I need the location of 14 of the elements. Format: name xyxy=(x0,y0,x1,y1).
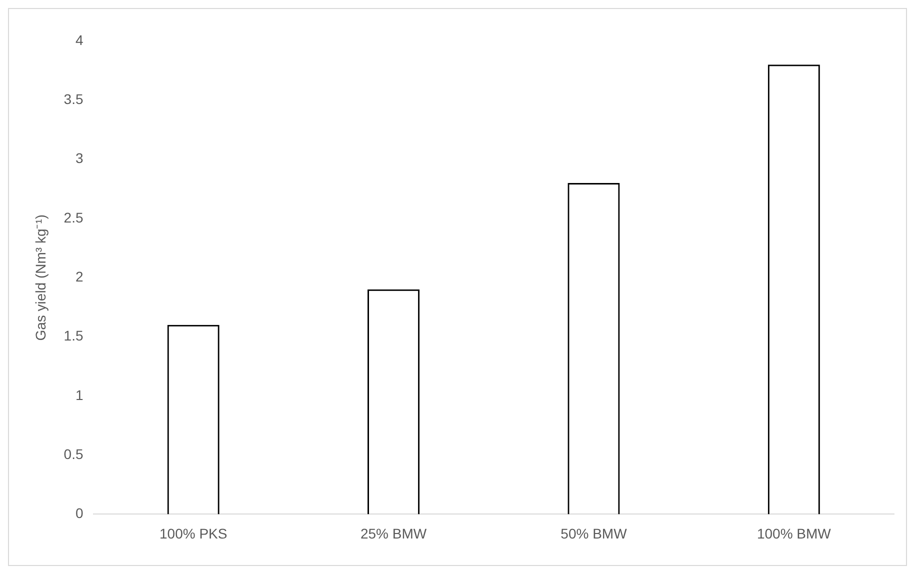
y-axis-title: Gas yield (Nm³ kg⁻¹) xyxy=(32,214,48,341)
y-tick-label: 2.5 xyxy=(64,209,84,226)
y-tick-label: 2 xyxy=(75,268,84,284)
y-tick-label: 3 xyxy=(75,150,84,166)
y-tick-label: 3.5 xyxy=(64,91,84,108)
y-tick-label: 0 xyxy=(75,505,84,522)
y-tick-label: 1.5 xyxy=(64,328,84,344)
y-tick-label: 1 xyxy=(75,386,84,403)
y-tick-label: 0.5 xyxy=(64,446,84,462)
x-tick-label: 100% BMW xyxy=(756,525,832,542)
x-tick-label: 50% BMW xyxy=(560,525,628,542)
x-tick-label: 25% BMW xyxy=(360,525,428,542)
x-tick-label: 100% PKS xyxy=(159,525,228,542)
y-tick-label: 4 xyxy=(75,32,84,48)
